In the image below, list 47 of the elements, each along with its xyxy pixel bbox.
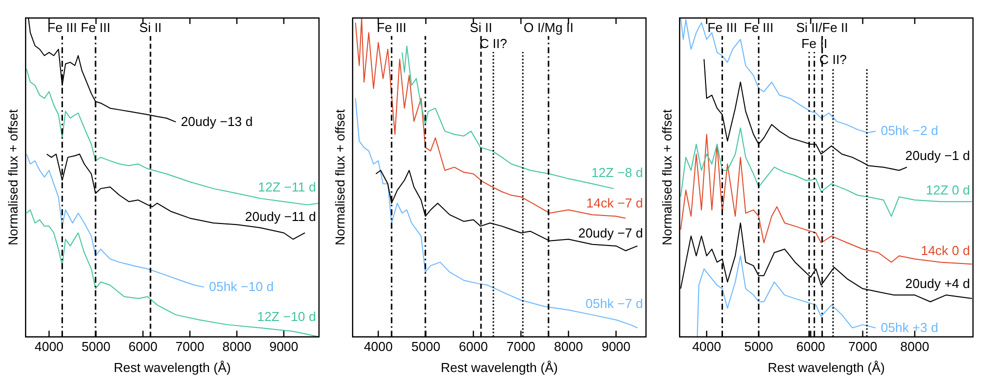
x-axis-title: Rest wavelength (Å)	[114, 360, 231, 375]
series-label: 14ck 0 d	[920, 243, 970, 258]
series-label: 12Z −11 d	[258, 179, 316, 194]
series-label: 05hk −10 d	[208, 279, 274, 294]
x-tick-label: 8000	[900, 339, 930, 354]
series-label: 20udy −7 d	[578, 225, 643, 240]
x-tick-label: 6000	[458, 339, 488, 354]
y-axis-title: Normalised flux + offset	[5, 109, 20, 246]
series-label: 12Z −10 d	[257, 308, 316, 324]
series-label: 05hk −2 d	[880, 123, 938, 138]
ref-line-label: Fe III	[707, 20, 738, 35]
ref-line-label: Fe III	[744, 20, 774, 35]
x-tick-label: 7000	[506, 339, 536, 354]
x-tick-label: 5000	[82, 339, 110, 354]
x-tick-label: 6000	[796, 339, 826, 354]
x-tick-label: 7000	[175, 339, 204, 354]
ref-line-label: Fe III	[47, 20, 78, 35]
x-tick-label: 5000	[411, 339, 440, 354]
series-label: 20udy −11 d	[245, 208, 316, 224]
x-tick-label: 6000	[128, 339, 158, 354]
x-tick-label: 4000	[692, 339, 722, 354]
series-label: 20udy +4 d	[905, 276, 970, 292]
series-label: 12Z −8 d	[591, 164, 643, 180]
x-axis-title: Rest wavelength (Å)	[768, 360, 885, 375]
x-axis-title: Rest wavelength (Å)	[440, 360, 558, 375]
ref-line-label: Fe III	[376, 20, 406, 35]
x-tick-label: 4000	[364, 339, 393, 354]
x-tick-label: 9000	[602, 339, 631, 354]
series-label: 20udy −13 d	[180, 114, 253, 129]
series-label: 14ck −7 d	[586, 196, 643, 211]
series-label: 05hk −7 d	[586, 296, 643, 311]
ref-line-label: Fe III	[80, 20, 110, 35]
ref-line-label: Si II/Fe II	[796, 20, 848, 35]
series-label: 05hk +3 d	[880, 320, 938, 335]
series-label: 12Z 0 d	[926, 182, 970, 198]
ref-line-label: O I/Mg II	[524, 20, 574, 35]
x-tick-label: 8000	[554, 339, 583, 354]
x-tick-label: 7000	[848, 339, 878, 354]
series-label: 20udy −1 d	[905, 148, 970, 164]
x-tick-label: 9000	[269, 339, 298, 354]
ref-line-label: Si II	[139, 20, 162, 35]
x-tick-label: 4000	[34, 339, 64, 354]
y-axis-title: Normalised flux + offset	[659, 109, 674, 246]
ref-line-label: Si II	[470, 20, 492, 35]
y-axis-title: Normalised flux + offset	[332, 109, 348, 246]
x-tick-label: 5000	[744, 339, 774, 354]
x-tick-label: 8000	[222, 339, 252, 354]
